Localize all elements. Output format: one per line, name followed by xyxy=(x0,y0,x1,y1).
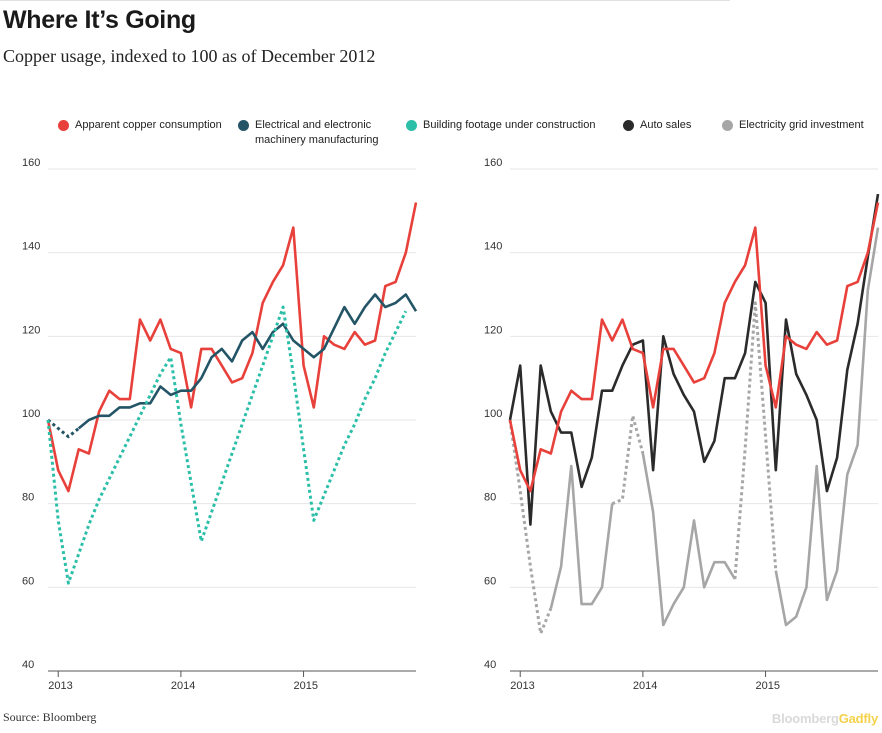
y-tick-label: 60 xyxy=(484,575,496,587)
legend-item-copper: Apparent copper consumption xyxy=(58,118,222,133)
x-tick-label: 2014 xyxy=(171,680,195,692)
y-tick-label: 80 xyxy=(22,492,34,504)
source-note: Source: Bloomberg xyxy=(3,710,97,724)
y-tick-label: 160 xyxy=(484,157,502,169)
series-line-building-footage-under-construction xyxy=(46,305,408,585)
legend-swatch-building xyxy=(406,120,417,131)
legend-label-copper: Apparent copper consumption xyxy=(75,119,222,131)
series-line-electricity-grid-investment xyxy=(733,301,778,580)
legend-item-electrical: Electrical and electronic machinery manu… xyxy=(238,118,388,148)
legend-swatch-copper xyxy=(58,120,69,131)
legend-item-grid: Electricity grid investment xyxy=(722,118,864,133)
legend-swatch-auto xyxy=(623,120,634,131)
y-tick-label: 120 xyxy=(484,324,502,336)
y-tick-label: 100 xyxy=(22,408,40,420)
brand-part-1: Bloomberg xyxy=(771,711,839,726)
top-rule xyxy=(0,0,730,1)
x-tick-label: 2014 xyxy=(633,680,657,692)
series-line-electricity-grid-investment xyxy=(508,419,553,635)
series-line-auto-sales xyxy=(508,193,880,526)
legend-swatch-grid xyxy=(722,120,733,131)
x-tick-label: 2013 xyxy=(48,680,72,692)
series-line-electricity-grid-investment xyxy=(549,464,614,609)
y-tick-label: 60 xyxy=(22,575,34,587)
chart-title: Where It’s Going xyxy=(3,6,196,34)
brand-part-2: Gadfly xyxy=(838,711,878,726)
series-line-apparent-copper-consumption xyxy=(46,202,418,493)
chart-subtitle: Copper usage, indexed to 100 as of Decem… xyxy=(3,46,376,66)
x-tick-label: 2013 xyxy=(510,680,534,692)
charts-area: 40 60 80 100 120 140 160 2013 2014 2015 40 60 80 100 1… xyxy=(22,157,880,692)
legend-item-building: Building footage under construction xyxy=(406,118,595,133)
x-tick-label: 2015 xyxy=(294,680,318,692)
y-tick-label: 80 xyxy=(484,492,496,504)
y-tick-label: 40 xyxy=(22,659,34,671)
brand-logo: BloombergGadfly xyxy=(772,711,878,726)
legend-label-grid: Electricity grid investment xyxy=(739,119,864,131)
series-line-electricity-grid-investment xyxy=(774,227,880,627)
series-line-apparent-copper-consumption xyxy=(508,202,880,493)
y-tick-label: 160 xyxy=(22,157,40,169)
legend-label-auto: Auto sales xyxy=(640,119,692,131)
series-line-electrical-and-electronic-machinery-manufacturing xyxy=(47,418,80,439)
legend-item-auto: Auto sales xyxy=(623,118,691,133)
legend-swatch-electrical xyxy=(238,120,249,131)
y-tick-label: 140 xyxy=(22,241,40,253)
y-tick-label: 40 xyxy=(484,659,496,671)
y-tick-label: 140 xyxy=(484,241,502,253)
legend-label-building: Building footage under construction xyxy=(423,119,596,131)
series-line-electricity-grid-investment xyxy=(611,414,645,506)
series-line-electrical-and-electronic-machinery-manufacturing xyxy=(77,293,418,430)
legend: Apparent copper consumption Electrical a… xyxy=(58,118,878,154)
legend-label-electrical: Electrical and electronic machinery manu… xyxy=(255,119,379,146)
x-tick-label: 2015 xyxy=(756,680,780,692)
y-tick-label: 100 xyxy=(484,408,502,420)
series-line-electricity-grid-investment xyxy=(641,453,737,627)
y-tick-label: 120 xyxy=(22,324,40,336)
